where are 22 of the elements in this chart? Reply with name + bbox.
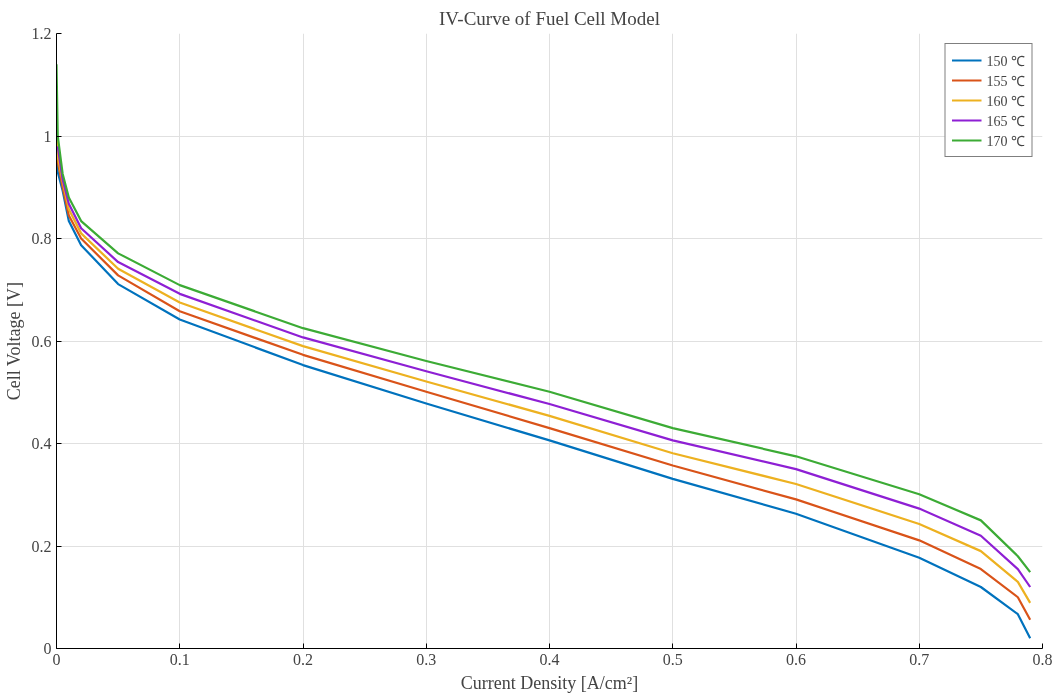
legend-label: 155 ℃ (986, 72, 1025, 90)
y-axis-title: Cell Voltage [V] (3, 281, 24, 401)
legend-label: 150 ℃ (986, 52, 1025, 70)
x-tick-label: 0.5 (662, 650, 683, 668)
legend-label: 160 ℃ (986, 92, 1025, 110)
x-tick-label: 0.8 (1032, 650, 1053, 668)
x-axis-title: Current Density [A/cm²] (460, 672, 639, 693)
x-tick-label: 0.7 (909, 650, 930, 668)
x-tick-label: 0.6 (786, 650, 806, 668)
legend-label: 170 ℃ (986, 132, 1025, 150)
x-tick-label: 0.3 (416, 650, 437, 668)
y-tick-label: 1.2 (31, 25, 52, 42)
y-tick-label: 0.6 (31, 332, 52, 350)
y-tick-label: 0.2 (31, 537, 52, 555)
legend-label: 165 ℃ (986, 112, 1025, 130)
x-tick-label: 0.2 (293, 650, 313, 668)
x-tick-label: 0.1 (169, 650, 190, 668)
y-tick-label: 0.4 (31, 435, 52, 452)
y-tick-label: 1 (43, 127, 52, 145)
chart-title: IV-Curve of Fuel Cell Model (439, 7, 660, 29)
y-tick-label: 0.8 (31, 230, 52, 247)
x-tick-label: 0.4 (539, 650, 560, 668)
